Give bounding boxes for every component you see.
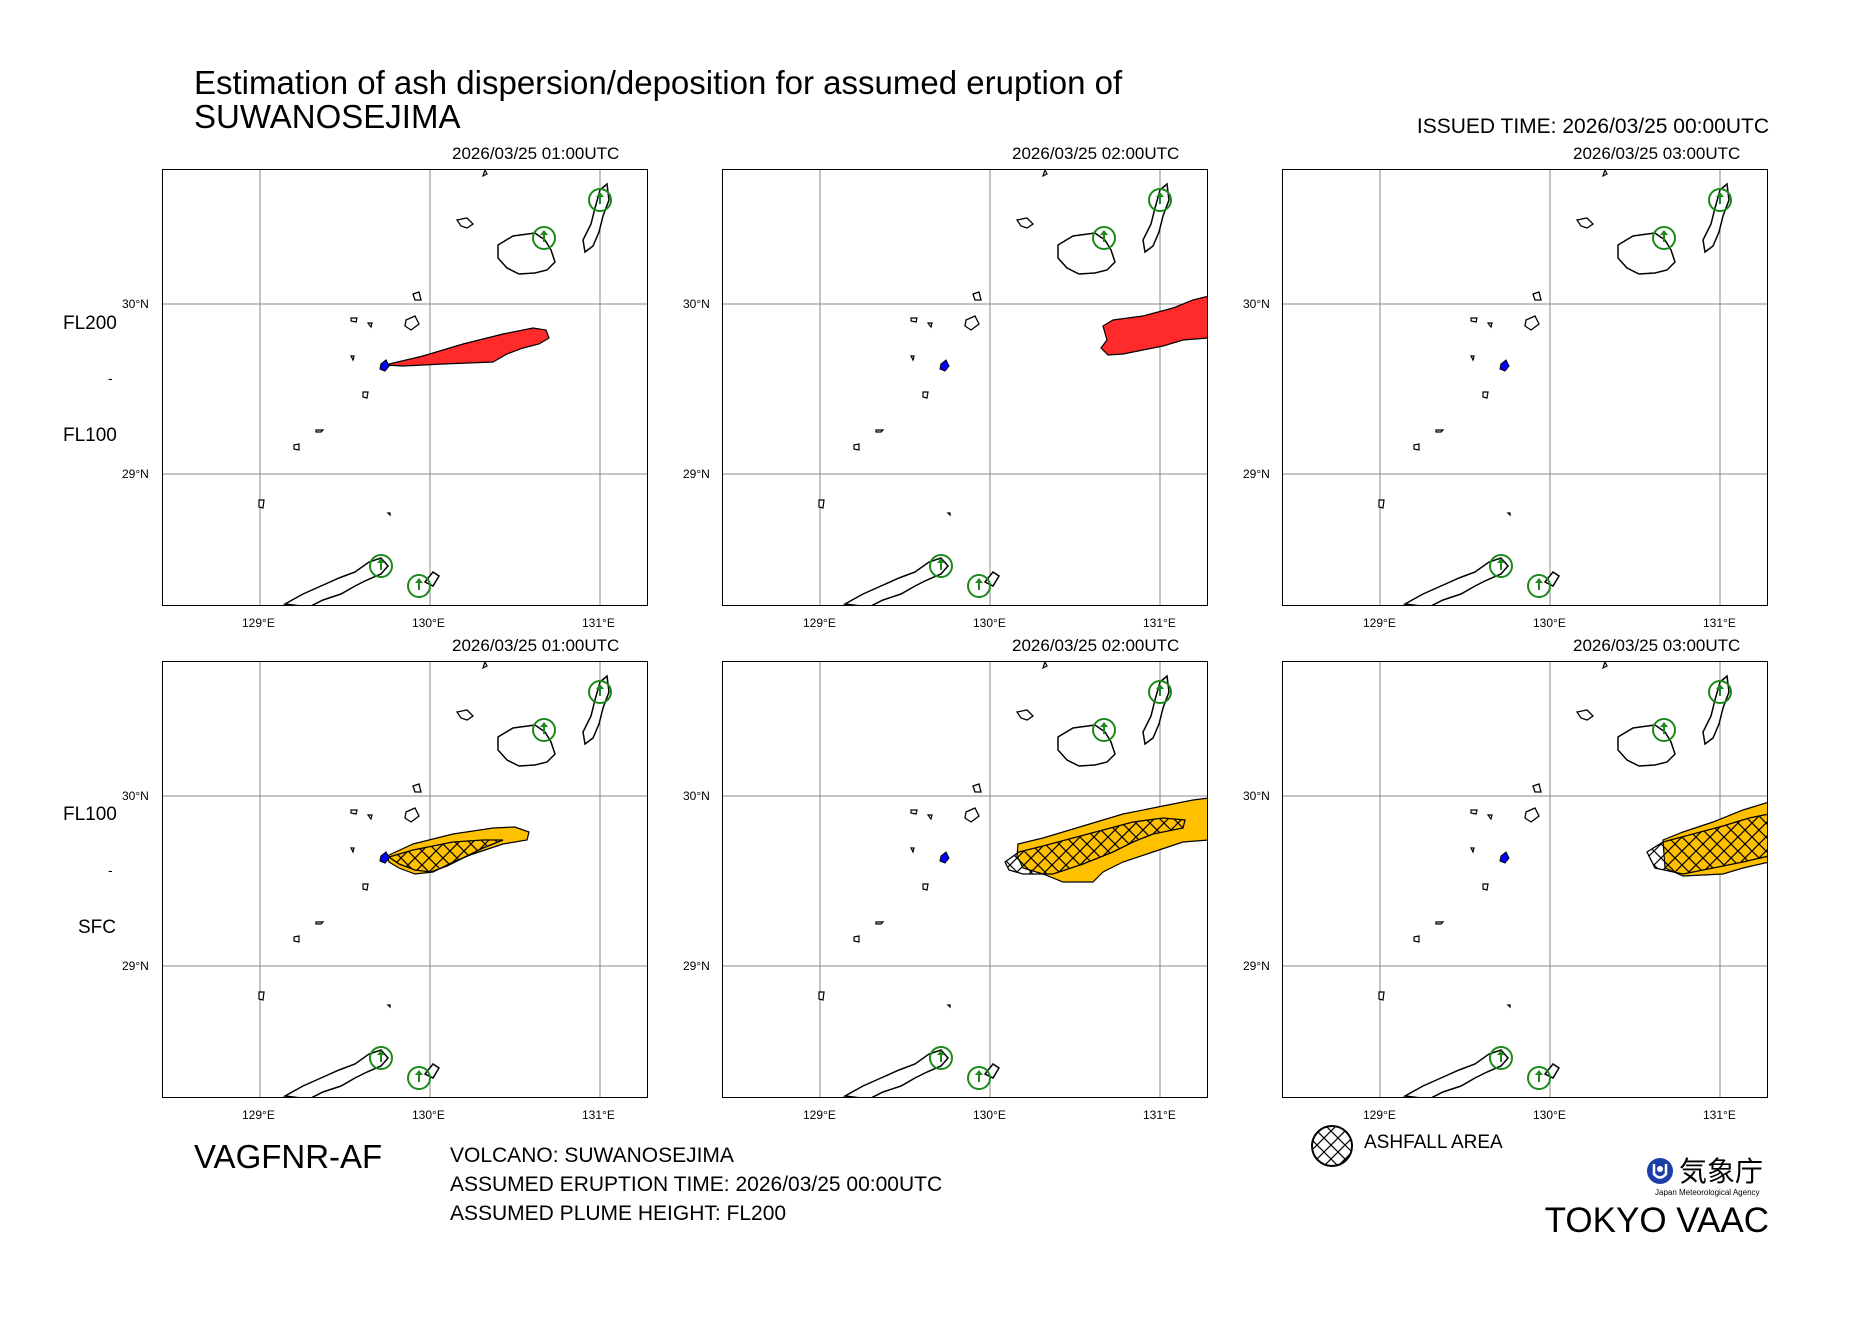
panel-time-upper-1: 2026/03/25 01:00UTC bbox=[452, 144, 620, 163]
lon-label-130-l1: 130°E bbox=[412, 1108, 445, 1122]
lat-label-29-u1: 29°N bbox=[122, 467, 149, 481]
map-upper-2 bbox=[723, 170, 1207, 605]
title-line-1: Estimation of ash dispersion/deposition … bbox=[194, 64, 1123, 101]
agency-name-en: Japan Meteorological Agency bbox=[1655, 1188, 1760, 1197]
page-title: Estimation of ash dispersion/deposition … bbox=[194, 66, 1122, 134]
title-line-2: SUWANOSEJIMA bbox=[194, 98, 461, 135]
issued-time: ISSUED TIME: 2026/03/25 00:00UTC bbox=[1416, 115, 1769, 138]
lat-label-29-l1: 29°N bbox=[122, 959, 149, 973]
map-panel-upper-1 bbox=[162, 169, 648, 606]
ashfall-area bbox=[1646, 813, 1767, 875]
map-panel-upper-2 bbox=[722, 169, 1208, 606]
lon-label-129-l3: 129°E bbox=[1363, 1108, 1396, 1122]
lon-label-130-u3: 130°E bbox=[1533, 616, 1566, 630]
lat-label-30-u2: 30°N bbox=[683, 297, 710, 311]
plume-height: ASSUMED PLUME HEIGHT: FL200 bbox=[450, 1202, 787, 1225]
lon-label-129-l2: 129°E bbox=[803, 1108, 836, 1122]
panel-time-upper-3: 2026/03/25 03:00UTC bbox=[1573, 144, 1741, 163]
panel-time-lower-2: 2026/03/25 02:00UTC bbox=[1012, 636, 1180, 655]
lon-label-129-u1: 129°E bbox=[242, 616, 275, 630]
lower-layer-mid-label: - bbox=[108, 862, 113, 878]
lon-label-130-l2: 130°E bbox=[973, 1108, 1006, 1122]
panel-time-upper-2: 2026/03/25 02:00UTC bbox=[1012, 144, 1180, 163]
lat-label-30-l3: 30°N bbox=[1243, 789, 1270, 803]
ashfall-area bbox=[387, 839, 504, 873]
legend-label: ASHFALL AREA bbox=[1364, 1132, 1503, 1153]
ashfall-legend-icon bbox=[1311, 1125, 1353, 1167]
lower-layer-bottom-label: SFC bbox=[78, 917, 116, 938]
upper-layer-mid-label: - bbox=[108, 370, 113, 386]
lat-label-30-l2: 30°N bbox=[683, 789, 710, 803]
ashfall-area bbox=[1004, 817, 1186, 875]
lon-label-131-u2: 131°E bbox=[1143, 616, 1176, 630]
lon-label-130-u1: 130°E bbox=[412, 616, 445, 630]
lon-label-129-l1: 129°E bbox=[242, 1108, 275, 1122]
map-lower-3 bbox=[1283, 662, 1767, 1097]
lon-label-131-l3: 131°E bbox=[1703, 1108, 1736, 1122]
map-panel-upper-3 bbox=[1282, 169, 1768, 606]
lon-label-130-u2: 130°E bbox=[973, 616, 1006, 630]
lon-label-129-u2: 129°E bbox=[803, 616, 836, 630]
map-panel-lower-1 bbox=[162, 661, 648, 1098]
lon-label-131-l1: 131°E bbox=[582, 1108, 615, 1122]
lat-label-29-l3: 29°N bbox=[1243, 959, 1270, 973]
lat-label-30-u3: 30°N bbox=[1243, 297, 1270, 311]
lon-label-131-u1: 131°E bbox=[582, 616, 615, 630]
map-panel-lower-3 bbox=[1282, 661, 1768, 1098]
map-lower-1 bbox=[163, 662, 647, 1097]
lon-label-131-u3: 131°E bbox=[1703, 616, 1736, 630]
lat-label-30-u1: 30°N bbox=[122, 297, 149, 311]
map-upper-1 bbox=[163, 170, 647, 605]
map-upper-3 bbox=[1283, 170, 1767, 605]
map-lower-2 bbox=[723, 662, 1207, 1097]
volcano-marker bbox=[379, 851, 390, 864]
vaac-name: TOKYO VAAC bbox=[1544, 1201, 1769, 1240]
lower-layer-top-label: FL100 bbox=[63, 804, 117, 825]
map-panel-lower-2 bbox=[722, 661, 1208, 1098]
panel-time-lower-1: 2026/03/25 01:00UTC bbox=[452, 636, 620, 655]
product-code: VAGFNR-AF bbox=[194, 1138, 383, 1175]
lon-label-130-l3: 130°E bbox=[1533, 1108, 1566, 1122]
ash-cloud-area bbox=[1100, 295, 1207, 356]
eruption-time: ASSUMED ERUPTION TIME: 2026/03/25 00:00U… bbox=[450, 1173, 943, 1196]
upper-layer-top-label: FL200 bbox=[63, 313, 117, 334]
ash-cloud-area bbox=[384, 327, 550, 367]
volcano-marker bbox=[379, 359, 390, 372]
jma-emblem-icon bbox=[1647, 1158, 1673, 1184]
lat-label-29-l2: 29°N bbox=[683, 959, 710, 973]
lat-label-30-l1: 30°N bbox=[122, 789, 149, 803]
panel-time-lower-3: 2026/03/25 03:00UTC bbox=[1573, 636, 1741, 655]
lat-label-29-u2: 29°N bbox=[683, 467, 710, 481]
lat-label-29-u3: 29°N bbox=[1243, 467, 1270, 481]
volcano-name: VOLCANO: SUWANOSEJIMA bbox=[450, 1144, 734, 1167]
agency-name-jp: 気象庁 bbox=[1679, 1156, 1764, 1187]
lon-label-131-l2: 131°E bbox=[1143, 1108, 1176, 1122]
lon-label-129-u3: 129°E bbox=[1363, 616, 1396, 630]
upper-layer-bottom-label: FL100 bbox=[63, 425, 117, 446]
